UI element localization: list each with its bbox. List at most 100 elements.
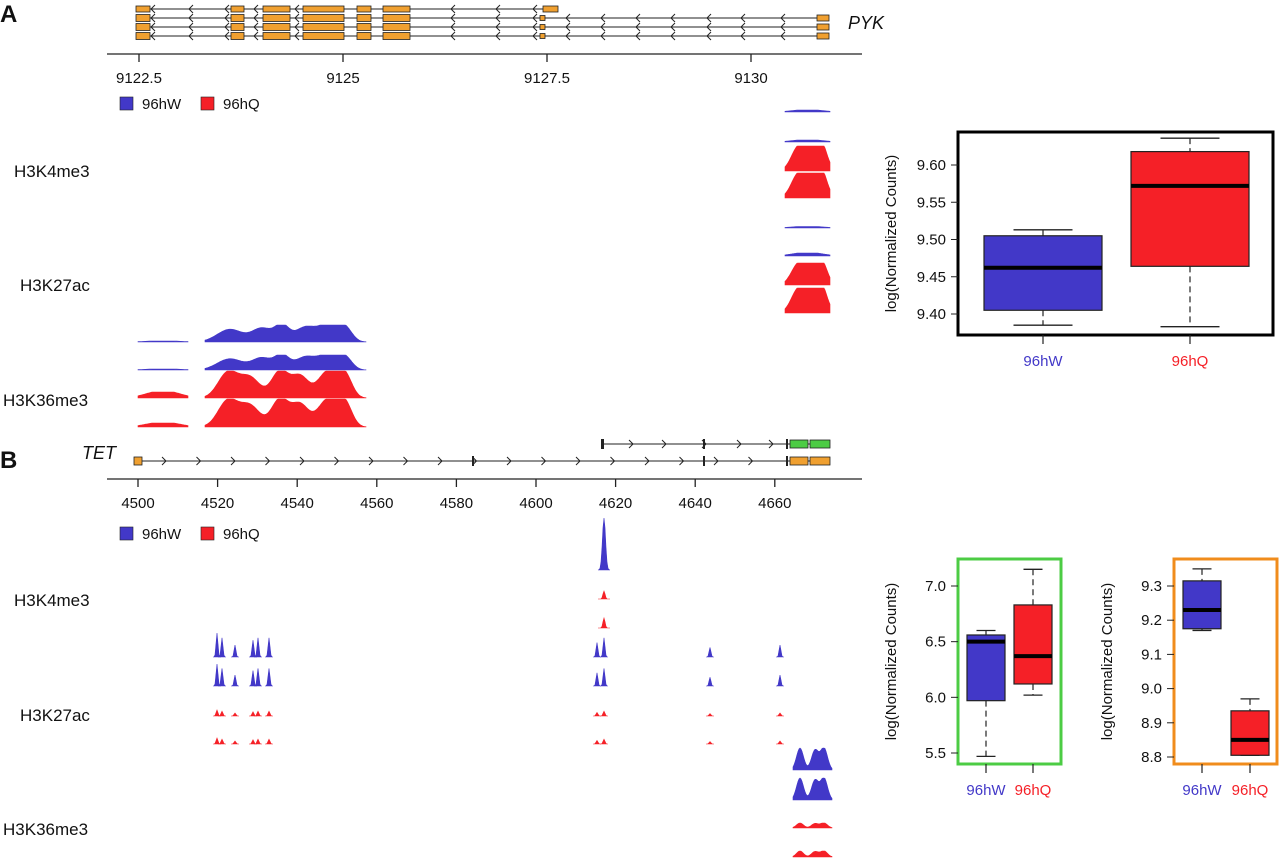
exon	[472, 456, 474, 466]
plot-frame	[1172, 557, 1279, 766]
strand-arrow-icon	[450, 4, 456, 14]
signal-peak-q	[593, 739, 601, 745]
exon	[262, 14, 291, 22]
x-tick-label: 96hQ	[1015, 782, 1052, 799]
exon	[302, 32, 345, 40]
y-tick-label: 9.60	[917, 157, 946, 174]
signal-peak-q	[792, 850, 833, 858]
track-label-h3k27ac-a: H3K27ac	[20, 276, 90, 295]
strand-arrow-icon	[713, 456, 719, 466]
signal-peak-wt	[253, 668, 263, 687]
strand-arrow-icon	[294, 13, 300, 23]
x-tick-label: 96hW	[1182, 782, 1222, 799]
exon	[230, 23, 245, 31]
strand-arrow-icon	[610, 456, 616, 466]
exon	[789, 439, 809, 449]
exon	[809, 439, 831, 449]
exon	[539, 24, 546, 30]
strand-arrow-icon	[575, 456, 581, 466]
track-label-h3k4me3-b: H3K4me3	[14, 591, 90, 610]
panel-b-genome-axis: 4500 4520 4540 4560 4580 4600 4620 4640 4660	[107, 478, 862, 512]
exon	[135, 23, 151, 31]
y-tick-label: 6.5	[925, 634, 946, 651]
boxplot-pyk: 9.40 9.45 9.50 9.55 9.60 log(Normalized Count…	[883, 130, 1275, 370]
strand-arrow-icon	[600, 22, 606, 32]
tet-gene-label: TET	[82, 443, 118, 463]
box-96hW	[1182, 580, 1222, 630]
strand-arrow-icon	[230, 456, 236, 466]
strand-arrow-icon	[628, 439, 634, 449]
exon	[262, 5, 291, 13]
strand-arrow-icon	[706, 22, 712, 32]
strand-arrow-icon	[188, 22, 194, 32]
exon	[356, 14, 372, 22]
signal-peak-q	[137, 422, 189, 428]
signal-peak-q	[231, 740, 239, 745]
signal-peak-wt	[599, 637, 609, 658]
strand-arrow-icon	[644, 456, 650, 466]
legend-swatch-wt-b	[119, 526, 134, 541]
strand-arrow-icon	[253, 4, 259, 14]
signal-peak-wt	[706, 647, 714, 658]
signal-peak-wt	[217, 637, 227, 658]
strand-arrow-icon	[299, 456, 305, 466]
signal-peak-q	[600, 710, 608, 717]
axis-tick-label: 9122.5	[116, 70, 162, 87]
strand-arrow-icon	[495, 22, 501, 32]
panel-a-genome-axis: 9122.5 9125 9127.5 9130	[107, 53, 862, 87]
box-96hQ	[1130, 150, 1250, 267]
y-tick-label: 9.55	[917, 194, 946, 211]
legend-swatch-q-b	[200, 526, 215, 541]
strand-arrow-icon	[541, 456, 547, 466]
y-tick-label: 9.1	[1141, 646, 1162, 663]
signal-peak-wt	[592, 672, 602, 687]
signal-peak-q	[706, 741, 714, 745]
strand-arrow-icon	[635, 22, 641, 32]
signal-peak-q	[213, 709, 221, 717]
signal-peak-q	[265, 710, 273, 717]
y-tick-label: 6.0	[925, 689, 946, 706]
track-label-h3k4me3-a: H3K4me3	[14, 162, 90, 181]
strand-arrow-icon	[532, 31, 538, 41]
signal-peak-wt	[792, 777, 833, 801]
exon	[135, 5, 151, 13]
strand-arrow-icon	[450, 31, 456, 41]
legend-label-q: 96hQ	[223, 96, 260, 113]
signal-peak-q	[784, 262, 831, 286]
legend-swatch-q	[200, 96, 215, 111]
axis-tick-label: 4520	[201, 495, 234, 512]
signal-peak-wt	[784, 226, 831, 229]
y-axis-label: log(Normalized Counts)	[883, 583, 900, 741]
strand-arrow-icon	[740, 31, 746, 41]
pyk-gene-label: PYK	[848, 13, 885, 33]
box-96hQ	[1013, 604, 1053, 685]
strand-arrow-icon	[188, 31, 194, 41]
box-96hW	[983, 235, 1103, 311]
axis-tick-label: 4540	[281, 495, 314, 512]
strand-arrow-icon	[224, 22, 230, 32]
legend-label-wt-b: 96hW	[142, 526, 182, 543]
strand-arrow-icon	[161, 456, 167, 466]
strand-arrow-icon	[565, 31, 571, 41]
signal-peak-wt	[204, 354, 367, 371]
signal-peak-wt	[137, 368, 189, 371]
signal-peak-wt	[230, 674, 240, 687]
strand-arrow-icon	[224, 13, 230, 23]
exon	[302, 23, 345, 31]
panel-b-signal-tracks	[212, 517, 833, 858]
plot-frame	[956, 130, 1275, 337]
strand-arrow-icon	[224, 4, 230, 14]
axis-tick-label: 9130	[734, 70, 767, 87]
strand-arrow-icon	[565, 13, 571, 23]
strand-arrow-icon	[334, 456, 340, 466]
strand-arrow-icon	[635, 31, 641, 41]
track-label-h3k27ac-b: H3K27ac	[20, 706, 90, 725]
legend-swatch-wt	[119, 96, 134, 111]
strand-arrow-icon	[736, 439, 742, 449]
x-tick-label: 96hW	[1023, 353, 1063, 370]
exon	[262, 32, 291, 40]
strand-arrow-icon	[780, 22, 786, 32]
exon	[816, 23, 830, 31]
signal-peak-wt	[230, 644, 240, 658]
signal-peak-q	[593, 711, 601, 717]
